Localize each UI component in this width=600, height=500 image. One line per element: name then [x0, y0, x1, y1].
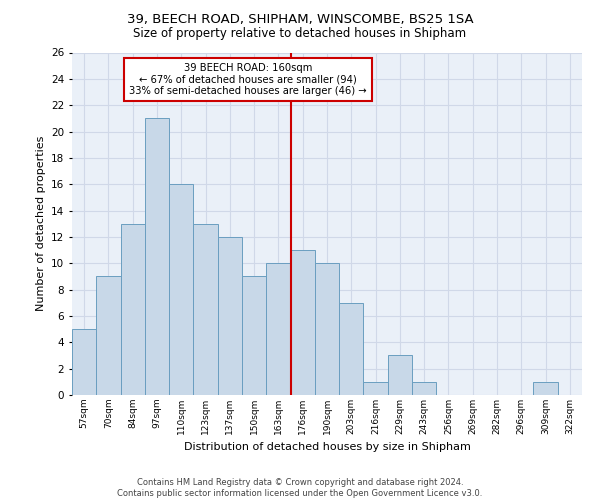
Bar: [193, 224, 218, 395]
Bar: [266, 264, 290, 395]
Bar: [290, 250, 315, 395]
Bar: [121, 224, 145, 395]
Bar: [218, 237, 242, 395]
Bar: [169, 184, 193, 395]
Bar: [533, 382, 558, 395]
Text: 39, BEECH ROAD, SHIPHAM, WINSCOMBE, BS25 1SA: 39, BEECH ROAD, SHIPHAM, WINSCOMBE, BS25…: [127, 12, 473, 26]
Y-axis label: Number of detached properties: Number of detached properties: [35, 136, 46, 312]
Bar: [412, 382, 436, 395]
Bar: [242, 276, 266, 395]
Bar: [96, 276, 121, 395]
Text: Size of property relative to detached houses in Shipham: Size of property relative to detached ho…: [133, 28, 467, 40]
Bar: [72, 329, 96, 395]
Bar: [364, 382, 388, 395]
X-axis label: Distribution of detached houses by size in Shipham: Distribution of detached houses by size …: [184, 442, 470, 452]
Bar: [339, 303, 364, 395]
Bar: [315, 264, 339, 395]
Bar: [388, 356, 412, 395]
Text: Contains HM Land Registry data © Crown copyright and database right 2024.
Contai: Contains HM Land Registry data © Crown c…: [118, 478, 482, 498]
Text: 39 BEECH ROAD: 160sqm
← 67% of detached houses are smaller (94)
33% of semi-deta: 39 BEECH ROAD: 160sqm ← 67% of detached …: [129, 63, 367, 96]
Bar: [145, 118, 169, 395]
